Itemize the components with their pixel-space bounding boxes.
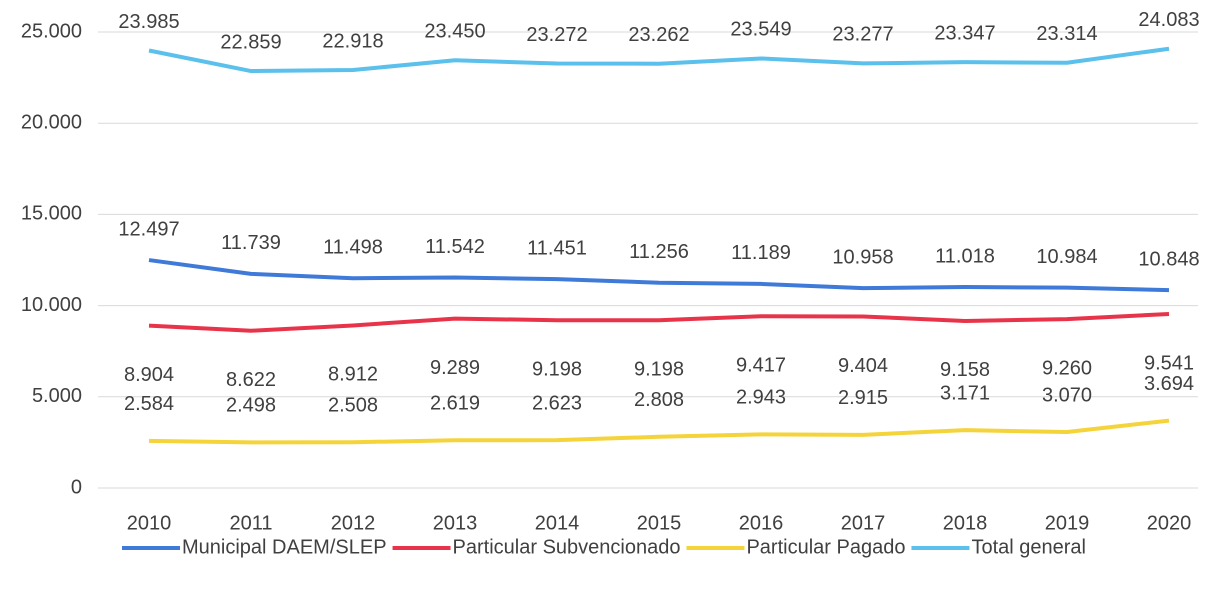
- data-label: 2.508: [328, 395, 378, 417]
- x-tick-label: 2014: [535, 512, 580, 534]
- x-tick-label: 2011: [229, 512, 272, 534]
- data-label: 9.404: [838, 355, 888, 377]
- series-line: [148, 311, 1170, 333]
- y-tick-label: 5.000: [32, 385, 82, 407]
- legend-label: Municipal DAEM/SLEP: [182, 536, 387, 558]
- data-label: 10.848: [1138, 248, 1199, 270]
- data-label: 9.198: [532, 359, 582, 381]
- data-label: 24.083: [1138, 9, 1199, 31]
- data-label: 2.915: [838, 387, 888, 409]
- legend-item: Total general: [911, 536, 1086, 558]
- legend-item: Particular Subvencionado: [392, 536, 681, 558]
- data-label: 11.256: [629, 241, 689, 263]
- data-label: 8.912: [328, 364, 378, 386]
- legend-item: Municipal DAEM/SLEP: [122, 536, 387, 558]
- data-label: 11.189: [731, 242, 791, 264]
- data-label: 11.542: [425, 236, 485, 258]
- x-tick-label: 2015: [637, 512, 682, 534]
- data-label: 12.497: [118, 218, 179, 240]
- data-label: 9.158: [940, 359, 990, 381]
- legend-item: Particular Pagado: [686, 536, 905, 558]
- data-label: 23.985: [118, 11, 179, 33]
- series-line: [148, 258, 1170, 293]
- data-label: 3.694: [1144, 373, 1194, 395]
- data-label: 22.918: [322, 30, 383, 52]
- data-label: 23.262: [628, 24, 689, 46]
- data-label: 11.739: [221, 232, 281, 254]
- data-label: 9.289: [430, 357, 480, 379]
- data-label: 11.498: [323, 237, 383, 259]
- x-tick-label: 2016: [739, 512, 784, 534]
- series-line: [148, 46, 1170, 74]
- y-tick-label: 15.000: [21, 203, 82, 225]
- y-tick-label: 20.000: [21, 111, 82, 133]
- y-tick-label: 10.000: [21, 294, 82, 316]
- data-label: 23.272: [526, 24, 587, 46]
- y-tick-label: 0: [71, 476, 82, 498]
- legend-label: Total general: [971, 536, 1086, 558]
- data-label: 23.314: [1036, 23, 1097, 45]
- data-label: 8.622: [226, 369, 276, 391]
- data-label: 2.498: [226, 395, 276, 417]
- data-label: 2.943: [736, 387, 786, 409]
- data-label: 9.417: [736, 355, 786, 377]
- data-label: 9.198: [634, 359, 684, 381]
- x-tick-label: 2019: [1045, 512, 1090, 534]
- data-label: 2.808: [634, 389, 684, 411]
- data-label: 11.451: [527, 237, 587, 259]
- data-label: 2.623: [532, 392, 582, 414]
- series-line: [148, 418, 1170, 445]
- data-label: 9.541: [1144, 352, 1194, 374]
- data-label: 23.549: [730, 19, 791, 41]
- x-tick-label: 2020: [1147, 512, 1192, 534]
- data-label: 23.450: [424, 21, 485, 43]
- data-label: 2.619: [430, 393, 480, 415]
- data-label: 11.018: [935, 245, 995, 267]
- legend-label: Particular Subvencionado: [453, 536, 681, 558]
- data-label: 3.171: [940, 382, 990, 404]
- data-label: 9.260: [1042, 357, 1092, 379]
- data-label: 10.958: [832, 246, 893, 268]
- data-label: 23.277: [832, 24, 893, 46]
- data-label: 3.070: [1042, 384, 1092, 406]
- data-label: 23.347: [934, 22, 995, 44]
- x-tick-label: 2017: [841, 512, 886, 534]
- x-tick-label: 2010: [127, 512, 172, 534]
- data-label: 22.859: [220, 31, 281, 53]
- data-label: 10.984: [1036, 246, 1097, 268]
- data-label: 2.584: [124, 393, 174, 415]
- x-tick-label: 2012: [331, 512, 376, 534]
- legend-label: Particular Pagado: [746, 536, 905, 558]
- x-tick-label: 2013: [433, 512, 478, 534]
- y-tick-label: 25.000: [21, 20, 82, 42]
- data-label: 8.904: [124, 364, 174, 386]
- x-tick-label: 2018: [943, 512, 988, 534]
